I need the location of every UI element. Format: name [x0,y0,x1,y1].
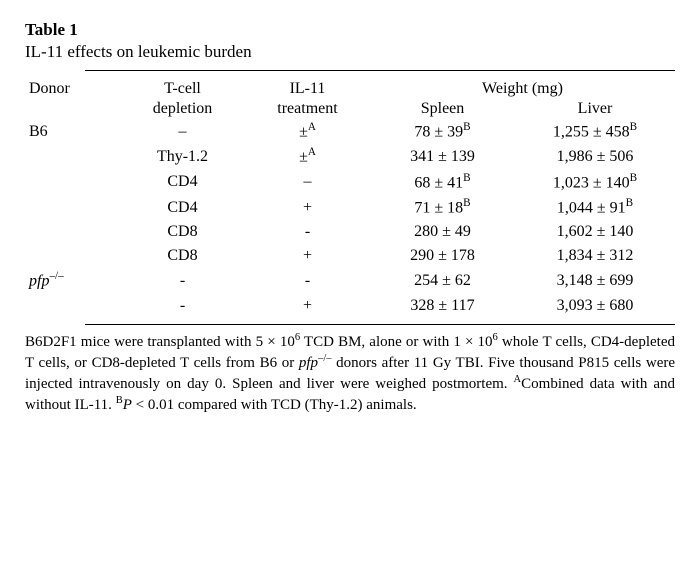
cell-tcell: - [120,294,245,318]
footnote-p1: B6D2F1 mice were transplanted with 5 × 1… [25,334,295,350]
cell-liver: 3,093 ± 680 [515,294,675,318]
col-tcell-header: T-cell [120,79,245,99]
cell-il11: - [245,220,370,244]
cell-tcell: CD4 [120,195,245,220]
table-footnote: B6D2F1 mice were transplanted with 5 × 1… [25,331,675,416]
cell-donor [25,244,120,268]
footnote-pfp: pfp [299,355,318,371]
cell-donor: pfp–/– [25,268,120,293]
cell-donor [25,220,120,244]
cell-spleen: 254 ± 62 [370,268,515,293]
cell-liver: 1,834 ± 312 [515,244,675,268]
cell-il11: + [245,294,370,318]
cell-liver: 1,044 ± 91B [515,195,675,220]
cell-liver: 1,602 ± 140 [515,220,675,244]
table-row: B6–±A78 ± 39B1,255 ± 458B [25,119,675,144]
top-rule [85,70,675,71]
cell-il11: ±A [245,144,370,169]
table-row: CD4+71 ± 18B1,044 ± 91B [25,195,675,220]
cell-tcell: Thy-1.2 [120,144,245,169]
cell-liver: 3,148 ± 699 [515,268,675,293]
cell-liver: 1,986 ± 506 [515,144,675,169]
cell-spleen: 68 ± 41B [370,170,515,195]
cell-donor [25,195,120,220]
cell-il11: ±A [245,119,370,144]
table-row: -+328 ± 1173,093 ± 680 [25,294,675,318]
subcol-liver: Liver [515,99,675,119]
cell-spleen: 71 ± 18B [370,195,515,220]
subcol-treatment: treatment [245,99,370,119]
footnote-supB: B [116,395,123,406]
cell-spleen: 78 ± 39B [370,119,515,144]
cell-il11: – [245,170,370,195]
cell-donor [25,294,120,318]
data-table: Donor T-cell IL-11 Weight (mg) depletion… [25,79,675,318]
cell-tcell: - [120,268,245,293]
footnote-supA: A [514,374,522,385]
cell-spleen: 280 ± 49 [370,220,515,244]
cell-spleen: 290 ± 178 [370,244,515,268]
header-row-1: Donor T-cell IL-11 Weight (mg) [25,79,675,99]
cell-tcell: – [120,119,245,144]
footnote-p2: TCD BM, alone or with 1 × 10 [300,334,492,350]
footnote-pfp-sup: –/– [318,353,331,364]
cell-il11: - [245,268,370,293]
header-row-2: depletion treatment Spleen Liver [25,99,675,119]
cell-spleen: 328 ± 117 [370,294,515,318]
col-weight-header: Weight (mg) [370,79,675,99]
cell-liver: 1,023 ± 140B [515,170,675,195]
table-title: IL-11 effects on leukemic burden [25,42,675,62]
table-row: CD8-280 ± 491,602 ± 140 [25,220,675,244]
cell-donor [25,170,120,195]
cell-il11: + [245,244,370,268]
cell-il11: + [245,195,370,220]
table-label: Table 1 [25,20,675,40]
subcol-spleen: Spleen [370,99,515,119]
cell-spleen: 341 ± 139 [370,144,515,169]
cell-donor: B6 [25,119,120,144]
table-row: CD4–68 ± 41B1,023 ± 140B [25,170,675,195]
table-row: Thy-1.2±A341 ± 1391,986 ± 506 [25,144,675,169]
cell-donor [25,144,120,169]
cell-tcell: CD8 [120,244,245,268]
subcol-depletion: depletion [120,99,245,119]
footnote-p6: P [123,397,132,413]
table-body: B6–±A78 ± 39B1,255 ± 458BThy-1.2±A341 ± … [25,119,675,318]
cell-liver: 1,255 ± 458B [515,119,675,144]
col-il11-header: IL-11 [245,79,370,99]
table-row: CD8+290 ± 1781,834 ± 312 [25,244,675,268]
subcol-donor [25,99,120,119]
cell-tcell: CD4 [120,170,245,195]
cell-tcell: CD8 [120,220,245,244]
mid-rule [85,324,675,325]
footnote-p7: < 0.01 compared with TCD (Thy-1.2) anima… [132,397,417,413]
col-donor-header: Donor [25,79,120,99]
table-row: pfp–/–--254 ± 623,148 ± 699 [25,268,675,293]
